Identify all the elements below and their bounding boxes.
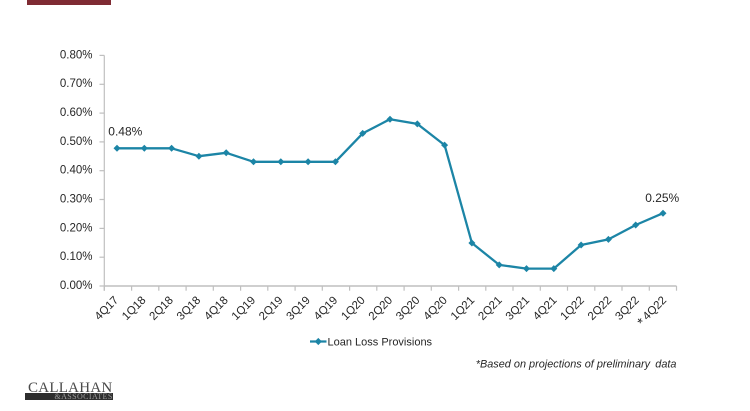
svg-text:4Q18: 4Q18 <box>202 294 230 322</box>
svg-text:3Q19: 3Q19 <box>285 294 313 322</box>
svg-text:4Q21: 4Q21 <box>531 294 559 322</box>
svg-text:0.10%: 0.10% <box>60 251 93 263</box>
svg-text:2Q20: 2Q20 <box>367 294 395 322</box>
svg-text:1Q20: 1Q20 <box>339 294 367 322</box>
svg-text:0.25%: 0.25% <box>645 191 679 205</box>
svg-text:4Q19: 4Q19 <box>312 294 340 322</box>
svg-text:1Q19: 1Q19 <box>230 294 258 322</box>
svg-text:1Q21: 1Q21 <box>449 294 477 322</box>
svg-text:3Q21: 3Q21 <box>504 294 532 322</box>
svg-text:2Q18: 2Q18 <box>148 294 176 322</box>
svg-text:2Q19: 2Q19 <box>257 294 285 322</box>
svg-text:3Q20: 3Q20 <box>394 294 422 322</box>
svg-text:1Q22: 1Q22 <box>559 294 587 322</box>
svg-text:0.48%: 0.48% <box>108 124 142 138</box>
svg-text:2Q22: 2Q22 <box>586 294 614 322</box>
svg-text:4Q20: 4Q20 <box>422 294 450 322</box>
svg-text:0.70%: 0.70% <box>60 78 93 90</box>
svg-text:3Q18: 3Q18 <box>175 294 203 322</box>
svg-text:2Q21: 2Q21 <box>476 294 504 322</box>
svg-text:Loan Loss Provisions: Loan Loss Provisions <box>328 337 433 349</box>
svg-text:1Q18: 1Q18 <box>120 294 148 322</box>
svg-text:0.80%: 0.80% <box>60 49 93 61</box>
svg-text:4Q17: 4Q17 <box>93 294 121 322</box>
svg-text:0.00%: 0.00% <box>60 280 93 292</box>
svg-text:0.50%: 0.50% <box>60 136 93 148</box>
svg-text:* 4Q22: * 4Q22 <box>634 293 671 330</box>
svg-text:0.60%: 0.60% <box>60 107 93 119</box>
svg-text:*Based on projections of preli: *Based on projections of preliminary dat… <box>476 358 677 370</box>
svg-text:0.30%: 0.30% <box>60 193 93 205</box>
svg-text:0.20%: 0.20% <box>60 222 93 234</box>
svg-text:0.40%: 0.40% <box>60 165 93 177</box>
